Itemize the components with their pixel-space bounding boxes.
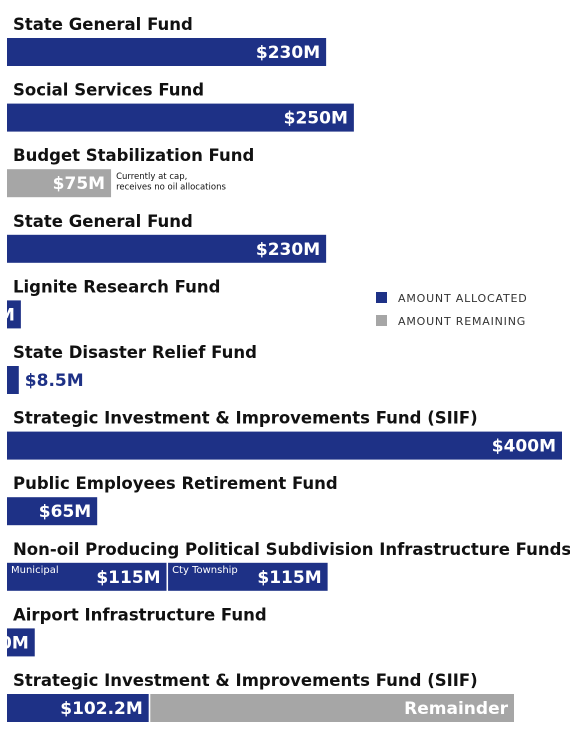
fund-row: State Disaster Relief Fund $8.5M: [7, 343, 257, 394]
bar: [7, 169, 112, 198]
legend-swatch-allocated: [376, 292, 387, 303]
bar-value-label: $65M: [39, 502, 91, 522]
fund-row: Public Employees Retirement Fund $65M: [7, 474, 338, 526]
bar: [7, 628, 35, 657]
fund-title: Airport Infrastructure Fund: [13, 605, 267, 624]
fund-row: Lignite Research Fund $10M: [0, 277, 220, 329]
fund-row: Budget Stabilization Fund $75M Currently a…: [7, 146, 254, 198]
fund-title: State General Fund: [13, 212, 193, 231]
bar-value-label: $115M: [96, 568, 160, 588]
fund-title: Strategic Investment & Improvements Fund…: [13, 409, 478, 428]
legend-swatch-remaining: [376, 315, 387, 326]
bar: [7, 694, 149, 722]
fund-title: State Disaster Relief Fund: [13, 343, 257, 362]
bar: [150, 694, 515, 722]
chart-rows: State General Fund $230M Social Services F…: [0, 15, 570, 722]
legend-label-allocated: AMOUNT ALLOCATED: [398, 292, 528, 305]
bar-value-label: $230M: [256, 43, 320, 63]
legend-label-remaining: AMOUNT REMAINING: [398, 315, 526, 328]
bar: [7, 300, 21, 329]
bar: [7, 497, 98, 526]
bar-value-label: $20M: [0, 633, 29, 653]
bar: [7, 431, 562, 460]
bar-value-label: $10M: [0, 305, 15, 325]
fund-row: Airport Infrastructure Fund $20M: [0, 605, 267, 657]
bar-value-label: $230M: [256, 240, 320, 260]
legend: AMOUNT ALLOCATED AMOUNT REMAINING: [376, 292, 528, 328]
bar-note: receives no oil allocations: [116, 183, 226, 193]
fund-title: Budget Stabilization Fund: [13, 146, 254, 165]
fund-title: Social Services Fund: [13, 81, 204, 100]
bar: [7, 234, 327, 263]
bar-value-label: $250M: [284, 109, 348, 129]
fund-row: State General Fund $230M: [7, 212, 327, 263]
fund-title: Lignite Research Fund: [13, 277, 220, 296]
bar-note: Currently at cap,: [116, 172, 187, 182]
bar: [7, 562, 167, 591]
bar-value-label: $400M: [492, 437, 556, 457]
segment-divider: [148, 694, 151, 722]
bar: [7, 103, 354, 132]
fund-title: Strategic Investment & Improvements Fund…: [13, 671, 478, 690]
fund-row: Strategic Investment & Improvements Fund…: [7, 409, 562, 460]
fund-title: Non-oil Producing Political Subdivision …: [13, 540, 570, 559]
bar-value-label: Remainder: [404, 699, 508, 719]
bar-value-label: $75M: [53, 174, 105, 194]
bar-value-label: $102.2M: [60, 699, 143, 719]
fund-title: Public Employees Retirement Fund: [13, 474, 338, 493]
bar: [7, 366, 19, 394]
bar-sublabel: Municipal: [11, 565, 59, 576]
bar-value-label: $115M: [257, 568, 321, 588]
bar: [7, 38, 327, 66]
fund-title: State General Fund: [13, 15, 193, 34]
fund-row: Non-oil Producing Political Subdivision …: [7, 540, 570, 591]
segment-divider: [166, 562, 169, 591]
fund-row: State General Fund $230M: [7, 15, 327, 66]
bar: [168, 562, 328, 591]
bar-value-label: $8.5M: [25, 371, 84, 391]
fund-row: Strategic Investment & Improvements Fund…: [7, 671, 515, 722]
bar-sublabel: Cty Township: [172, 565, 238, 576]
fund-row: Social Services Fund $250M: [7, 81, 354, 132]
